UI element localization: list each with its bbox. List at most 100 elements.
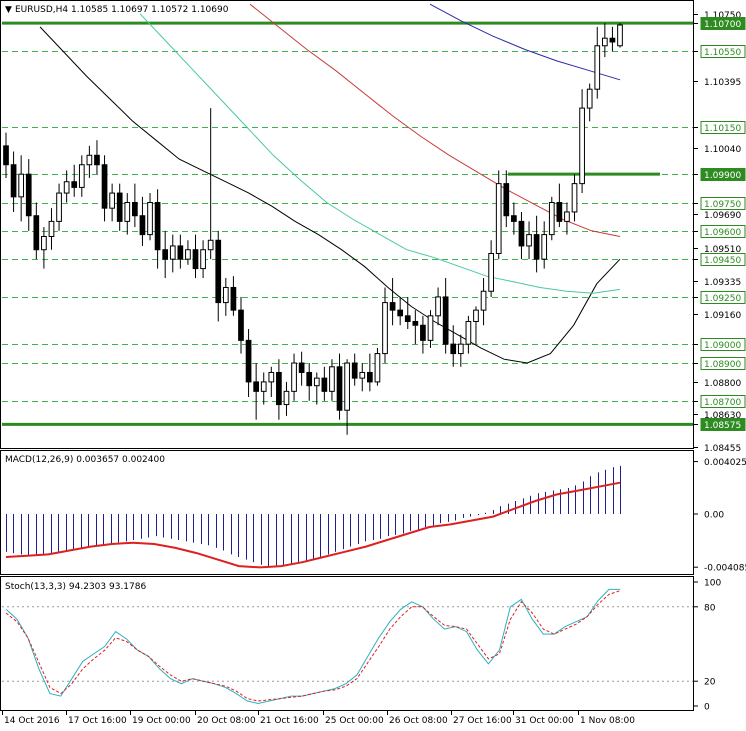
candle-bull [586,88,593,109]
candle-bear [177,245,184,260]
price-tick-label: 1.10750 [704,11,741,21]
candle-bear [609,37,616,43]
time-tick-label: 21 Oct 16:00 [260,716,319,726]
candle-bull [435,296,441,317]
price-level-label: 1.09900 [704,171,741,181]
price-tick-label: 1.08630 [704,411,741,421]
candle-bull [109,192,115,209]
candle-bear [412,320,419,326]
candle-bull [571,183,578,213]
stoch-tick-label: 80 [704,603,716,613]
candle-bull [382,302,388,355]
price-tick-label: 1.10395 [704,78,741,88]
macd-axis: 0.004025 0.00 -0.004085 [694,458,746,574]
time-tick-label: 1 Nov 08:00 [580,716,635,726]
candle-bear [321,377,328,392]
price-level-label: 1.08900 [704,360,741,370]
price-level-box [700,291,746,304]
price-tick-label: 1.09510 [704,245,741,255]
price-tick-label: 1.09160 [704,311,741,321]
price-level-box [700,395,746,408]
candle-bear [230,286,237,311]
candle-bull [579,107,585,185]
candle-bear [238,309,244,341]
price-level-box [700,225,746,238]
candle-bear [397,309,404,317]
candle-bull [147,202,153,236]
macd-histogram [6,465,621,567]
candle-bear [533,234,540,260]
candle-bear [192,249,199,270]
price-level-label: 1.09450 [704,256,741,266]
candle-bull [594,45,601,90]
candle-bull [268,371,275,383]
candle-bear [101,164,108,209]
time-tick-label: 19 Oct 00:00 [132,716,191,726]
ohlc-readout: 1.10585 1.10697 1.10572 1.10690 [71,5,229,15]
price-level-label: 1.10550 [704,48,741,58]
time-tick-label: 25 Oct 00:00 [325,716,384,726]
candle-bear [298,362,305,373]
price-level-box [700,253,746,266]
time-tick-label: 17 Oct 16:00 [68,716,127,726]
price-level-label: 1.10150 [704,124,741,134]
stoch-signal-line [5,590,621,702]
stoch-axis: 100 80 20 0 [694,579,721,713]
candle-bear [503,183,510,217]
candle-bear [351,362,358,379]
price-tick-label: 1.08800 [704,379,741,389]
candle-bear [215,239,222,304]
candle-bull [480,290,487,311]
price-tick-label: 1.09690 [704,211,741,221]
candle-bull [473,309,479,322]
candle-bull [283,390,290,406]
price-tick-label: 1.09335 [704,278,741,288]
price-level-box [700,357,746,370]
chart-title: EURUSD,H4 [15,5,68,15]
candle-bear [276,371,282,406]
candle-bull [169,245,176,260]
candle-bull [427,315,434,341]
price-level-box [700,121,746,134]
candle-bull [488,252,494,292]
candle-bull [313,377,320,387]
candle-bear [518,220,525,247]
candle-bear [10,164,17,198]
candle-bear [245,339,252,383]
price-level-box [700,168,746,181]
price-tick-label: 1.08455 [704,444,741,454]
candle-bull [374,353,381,383]
candle-bear [154,202,161,251]
candle-bull [207,239,214,251]
macd-signal-polyline [5,481,621,569]
candle-bear [367,371,373,383]
time-tick-label: 27 Oct 16:00 [453,716,512,726]
candle-bear [306,371,313,387]
stoch-tick-label: 0 [704,703,710,713]
price-level-box [700,197,746,210]
candle-bull [78,164,85,188]
candle-bear [450,343,457,355]
candle-bear [71,181,78,188]
time-tick-label: 14 Oct 2016 [4,716,60,726]
candle-bull [86,154,93,166]
price-level-box [700,418,746,431]
candle-bear [25,173,32,217]
candle-bull [200,249,206,270]
macd-signal-line [5,481,621,569]
macd-panel-frame [0,450,694,575]
candle-bull [344,362,350,411]
candle-bull [56,192,62,222]
price-level-label: 1.10700 [704,20,741,30]
price-level-label: 1.09750 [704,200,741,210]
candle-bear [404,315,411,322]
price-level-label: 1.09250 [704,294,741,304]
candle-bull [41,235,47,251]
candle-bear [94,154,100,166]
candle-bear [33,215,40,251]
price-level-label: 1.09600 [704,228,741,238]
candle-bull [222,286,229,304]
symbol-menu-arrow-icon[interactable]: ▼ [5,5,12,15]
candle-bull [63,181,70,194]
candle-bull [495,183,502,254]
